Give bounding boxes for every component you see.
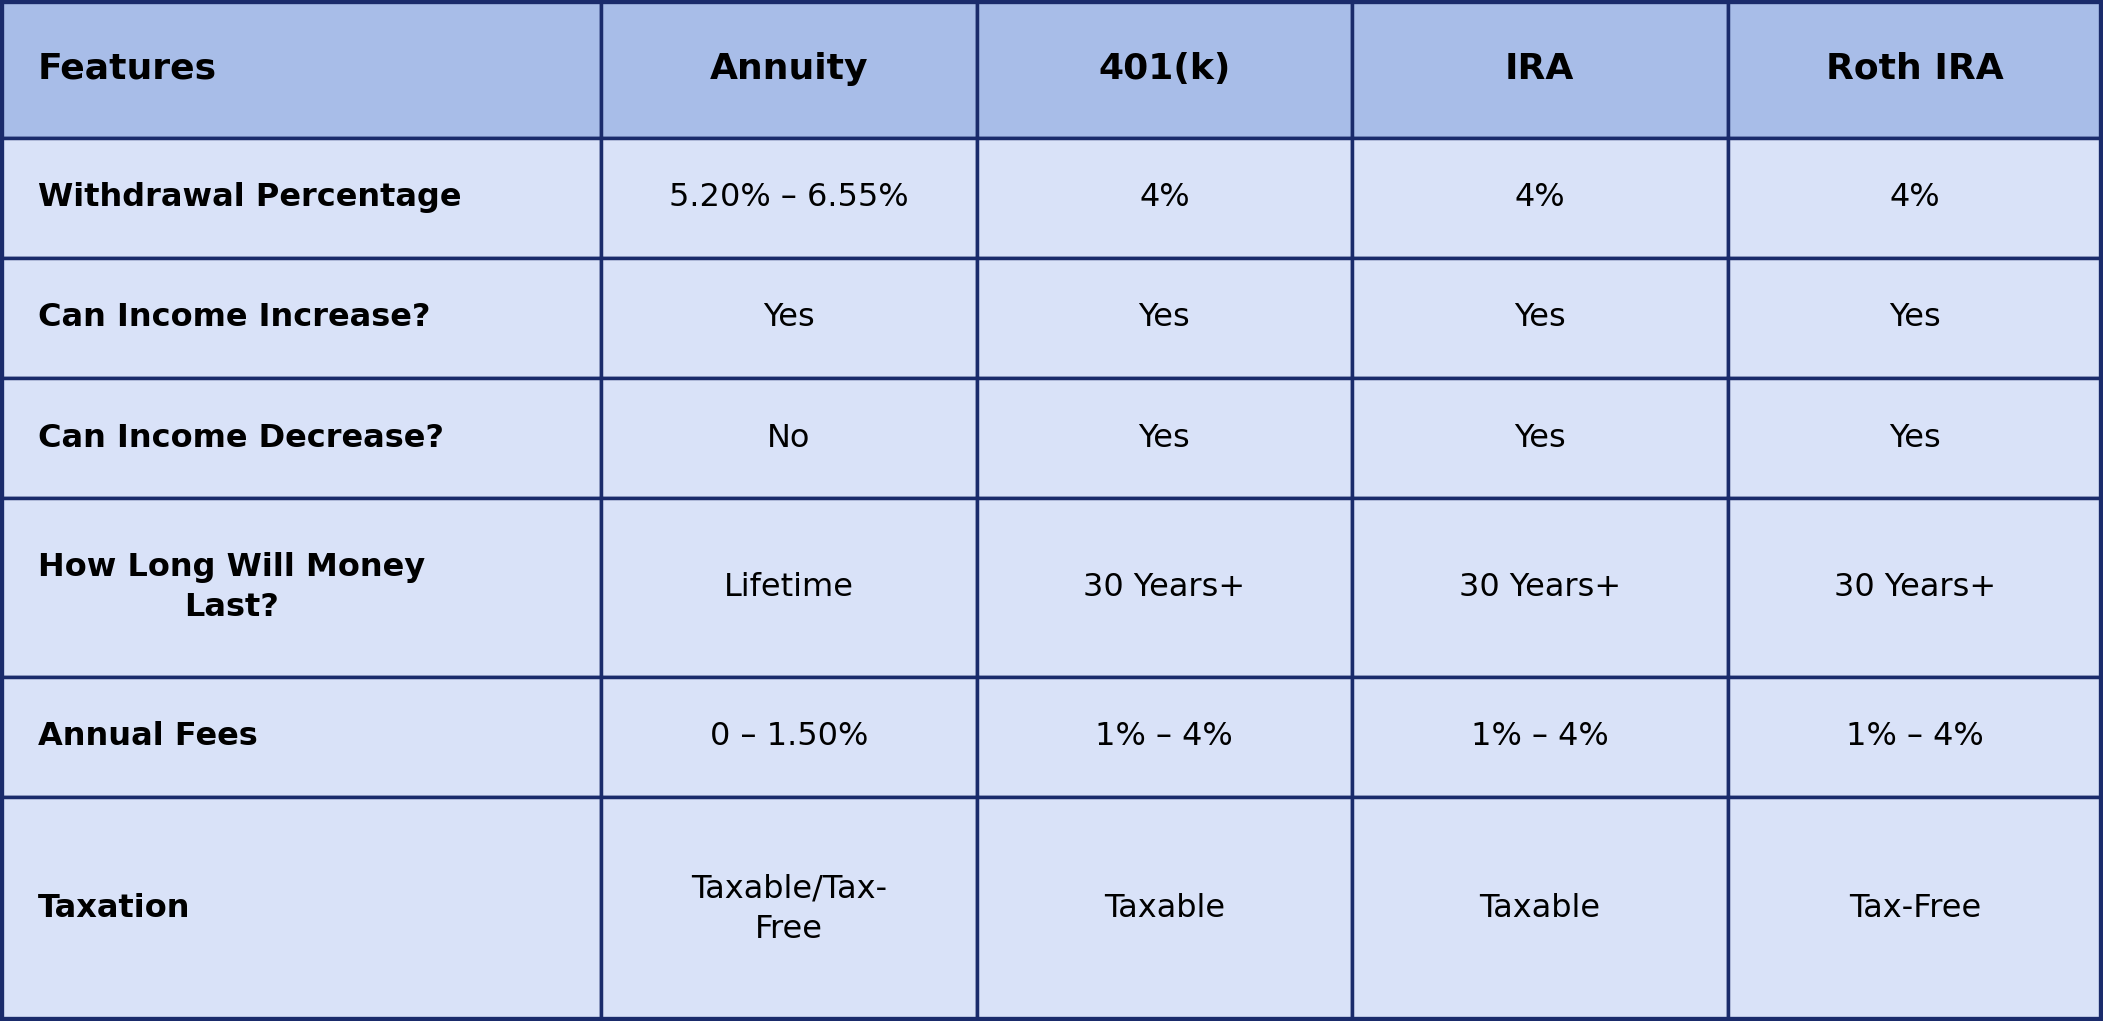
Text: 5.20% – 6.55%: 5.20% – 6.55% — [669, 182, 908, 213]
Text: How Long Will Money
Last?: How Long Will Money Last? — [38, 551, 425, 623]
Bar — [1727, 498, 2103, 677]
Bar — [976, 138, 1352, 257]
Text: Can Income Increase?: Can Income Increase? — [38, 302, 431, 334]
Bar — [0, 138, 601, 257]
Bar — [1352, 498, 1727, 677]
Bar — [601, 0, 976, 138]
Bar — [976, 796, 1352, 1021]
Bar — [1352, 677, 1727, 796]
Bar — [1352, 257, 1727, 378]
Text: 1% – 4%: 1% – 4% — [1470, 721, 1609, 752]
Text: 30 Years+: 30 Years+ — [1083, 572, 1245, 603]
Bar — [1727, 378, 2103, 498]
Bar — [601, 257, 976, 378]
Text: 0 – 1.50%: 0 – 1.50% — [709, 721, 869, 752]
Bar — [1352, 0, 1727, 138]
Bar — [1352, 796, 1727, 1021]
Text: 1% – 4%: 1% – 4% — [1096, 721, 1232, 752]
Bar — [0, 498, 601, 677]
Text: Annuity: Annuity — [709, 52, 869, 86]
Text: Taxable/Tax-
Free: Taxable/Tax- Free — [690, 873, 887, 944]
Text: Yes: Yes — [1888, 423, 1941, 453]
Text: Yes: Yes — [763, 302, 814, 334]
Text: IRA: IRA — [1506, 52, 1575, 86]
Bar — [1727, 138, 2103, 257]
Bar — [1727, 257, 2103, 378]
Text: Yes: Yes — [1514, 302, 1567, 334]
Text: Taxable: Taxable — [1104, 893, 1224, 924]
Text: Can Income Decrease?: Can Income Decrease? — [38, 423, 444, 453]
Text: Lifetime: Lifetime — [723, 572, 854, 603]
Bar — [976, 0, 1352, 138]
Bar — [1727, 677, 2103, 796]
Text: Taxable: Taxable — [1478, 893, 1600, 924]
Text: Annual Fees: Annual Fees — [38, 721, 257, 752]
Text: Roth IRA: Roth IRA — [1825, 52, 2004, 86]
Bar — [976, 498, 1352, 677]
Bar — [0, 796, 601, 1021]
Text: Withdrawal Percentage: Withdrawal Percentage — [38, 182, 461, 213]
Text: No: No — [768, 423, 810, 453]
Text: Features: Features — [38, 52, 217, 86]
Text: Yes: Yes — [1138, 423, 1190, 453]
Text: 1% – 4%: 1% – 4% — [1846, 721, 1983, 752]
Bar — [601, 796, 976, 1021]
Bar — [976, 378, 1352, 498]
Bar — [601, 498, 976, 677]
Bar — [1727, 796, 2103, 1021]
Text: 4%: 4% — [1140, 182, 1190, 213]
Text: Tax-Free: Tax-Free — [1849, 893, 1981, 924]
Bar — [0, 378, 601, 498]
Bar — [0, 257, 601, 378]
Bar — [976, 677, 1352, 796]
Text: 30 Years+: 30 Years+ — [1459, 572, 1621, 603]
Bar — [1352, 138, 1727, 257]
Text: Yes: Yes — [1514, 423, 1567, 453]
Bar — [601, 378, 976, 498]
Text: 4%: 4% — [1514, 182, 1565, 213]
Bar — [1352, 378, 1727, 498]
Text: 4%: 4% — [1891, 182, 1941, 213]
Text: Yes: Yes — [1888, 302, 1941, 334]
Bar — [601, 677, 976, 796]
Bar — [0, 677, 601, 796]
Text: 30 Years+: 30 Years+ — [1834, 572, 1996, 603]
Text: 401(k): 401(k) — [1098, 52, 1230, 86]
Bar — [976, 257, 1352, 378]
Bar — [601, 138, 976, 257]
Bar — [0, 0, 601, 138]
Text: Yes: Yes — [1138, 302, 1190, 334]
Bar — [1727, 0, 2103, 138]
Text: Taxation: Taxation — [38, 893, 191, 924]
